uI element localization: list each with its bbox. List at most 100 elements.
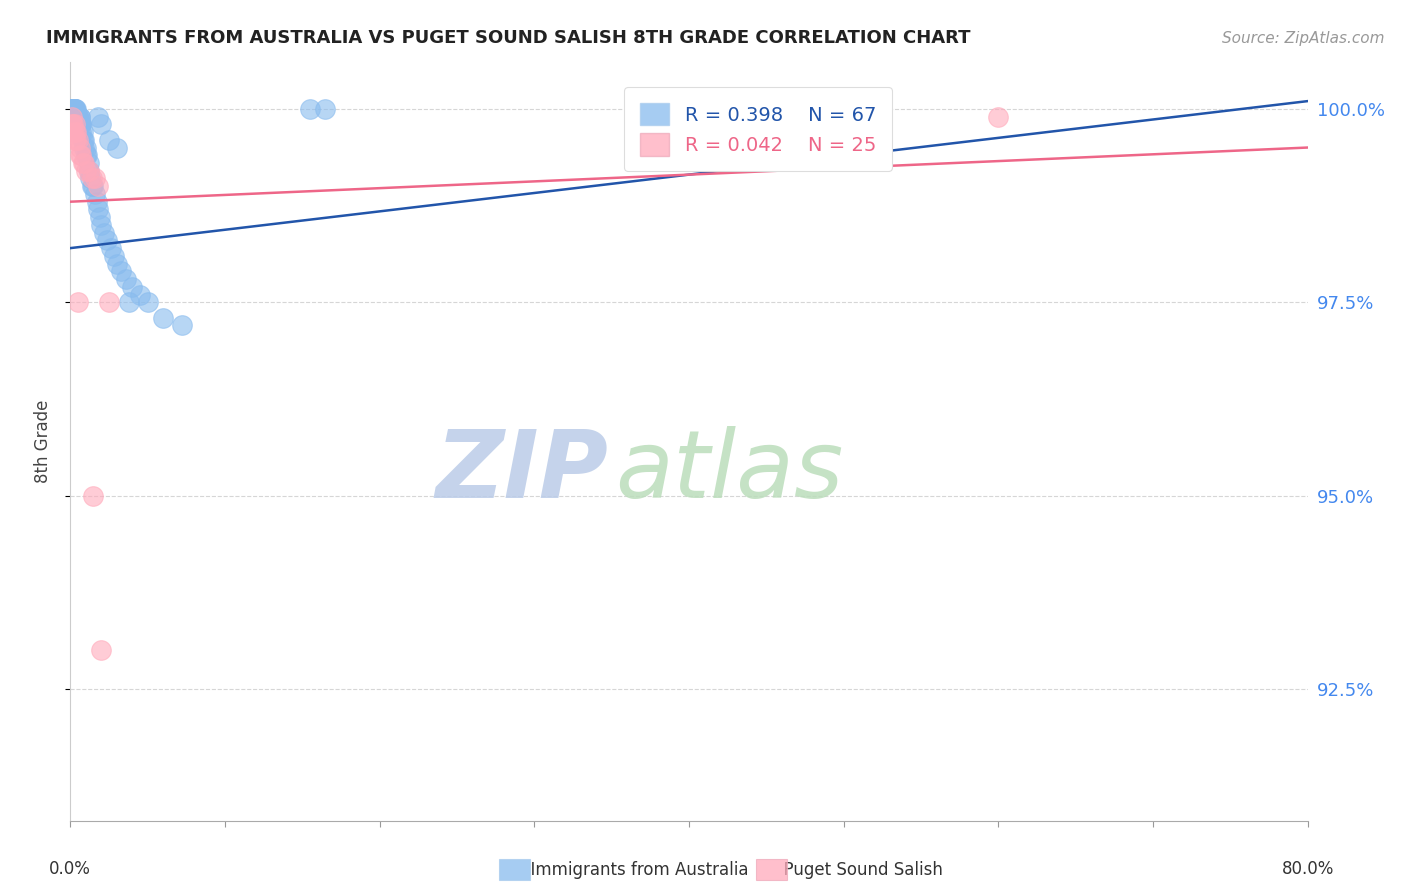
Point <box>72 125 94 139</box>
Point <box>84 186 107 201</box>
Point <box>60 110 83 124</box>
Point <box>69 140 91 154</box>
Point <box>60 102 83 116</box>
Point <box>70 125 93 139</box>
Point <box>89 210 111 224</box>
Point <box>84 171 107 186</box>
Point <box>69 110 91 124</box>
Point <box>70 148 93 162</box>
Point <box>69 117 91 131</box>
Point <box>65 110 87 124</box>
Point <box>76 148 98 162</box>
Point <box>62 102 84 116</box>
Point <box>152 310 174 325</box>
Point <box>87 110 110 124</box>
Point <box>80 171 103 186</box>
Point <box>62 102 84 116</box>
Point <box>67 110 90 124</box>
Text: Puget Sound Salish: Puget Sound Salish <box>773 861 943 879</box>
Point <box>70 117 93 131</box>
Point <box>75 148 97 162</box>
Point <box>90 117 112 131</box>
Text: ZIP: ZIP <box>436 425 609 518</box>
Point <box>121 280 143 294</box>
Point <box>62 125 84 139</box>
Point <box>60 102 83 116</box>
Point <box>63 125 86 139</box>
Text: Source: ZipAtlas.com: Source: ZipAtlas.com <box>1222 31 1385 46</box>
Point <box>67 110 90 124</box>
Point <box>98 133 120 147</box>
Point <box>82 489 105 503</box>
Point <box>82 179 105 194</box>
Point <box>136 295 159 310</box>
Text: atlas: atlas <box>614 426 844 517</box>
Point <box>69 110 91 124</box>
Point <box>60 117 83 131</box>
Point <box>170 318 193 333</box>
Point <box>62 102 84 116</box>
Point <box>63 133 86 147</box>
Point <box>65 133 87 147</box>
Point <box>73 133 96 147</box>
Text: 0.0%: 0.0% <box>49 860 91 878</box>
Point <box>77 163 100 178</box>
Point <box>110 264 132 278</box>
Point <box>93 226 115 240</box>
Point <box>67 295 90 310</box>
Point <box>73 156 96 170</box>
Point <box>60 102 83 116</box>
Point <box>70 117 93 131</box>
Point <box>69 148 91 162</box>
Point <box>987 110 1010 124</box>
Point <box>100 241 122 255</box>
Point <box>115 272 138 286</box>
Point <box>299 102 322 116</box>
Point <box>75 140 97 154</box>
Point <box>96 233 118 247</box>
Point <box>63 102 86 116</box>
Point <box>75 163 97 178</box>
Point <box>63 102 86 116</box>
Point <box>118 295 141 310</box>
Point <box>72 156 94 170</box>
Point <box>315 102 337 116</box>
Point <box>62 102 84 116</box>
Point <box>65 102 87 116</box>
Point <box>80 179 103 194</box>
Point <box>87 179 110 194</box>
Point <box>90 643 112 657</box>
Point <box>67 110 90 124</box>
Text: 80.0%: 80.0% <box>1281 860 1334 878</box>
Point <box>73 140 96 154</box>
Point <box>67 110 90 124</box>
Point <box>87 202 110 217</box>
Point <box>65 110 87 124</box>
Point <box>63 102 86 116</box>
Point <box>62 117 84 131</box>
Y-axis label: 8th Grade: 8th Grade <box>34 400 52 483</box>
Point <box>62 102 84 116</box>
Point <box>72 133 94 147</box>
Point <box>65 110 87 124</box>
Point <box>77 163 100 178</box>
Legend: R = 0.398    N = 67, R = 0.042    N = 25: R = 0.398 N = 67, R = 0.042 N = 25 <box>624 87 891 171</box>
Point <box>65 110 87 124</box>
Point <box>105 140 128 154</box>
Point <box>86 194 108 209</box>
Point <box>98 295 120 310</box>
Point <box>129 287 152 301</box>
Point <box>67 110 90 124</box>
Point <box>65 125 87 139</box>
Point <box>69 117 91 131</box>
Point <box>105 257 128 271</box>
Point <box>65 110 87 124</box>
Point <box>103 249 125 263</box>
Point <box>60 102 83 116</box>
Point <box>63 117 86 131</box>
Point <box>77 156 100 170</box>
Text: Immigrants from Australia: Immigrants from Australia <box>520 861 749 879</box>
Text: IMMIGRANTS FROM AUSTRALIA VS PUGET SOUND SALISH 8TH GRADE CORRELATION CHART: IMMIGRANTS FROM AUSTRALIA VS PUGET SOUND… <box>45 29 970 47</box>
Point <box>79 171 101 186</box>
Point <box>63 102 86 116</box>
